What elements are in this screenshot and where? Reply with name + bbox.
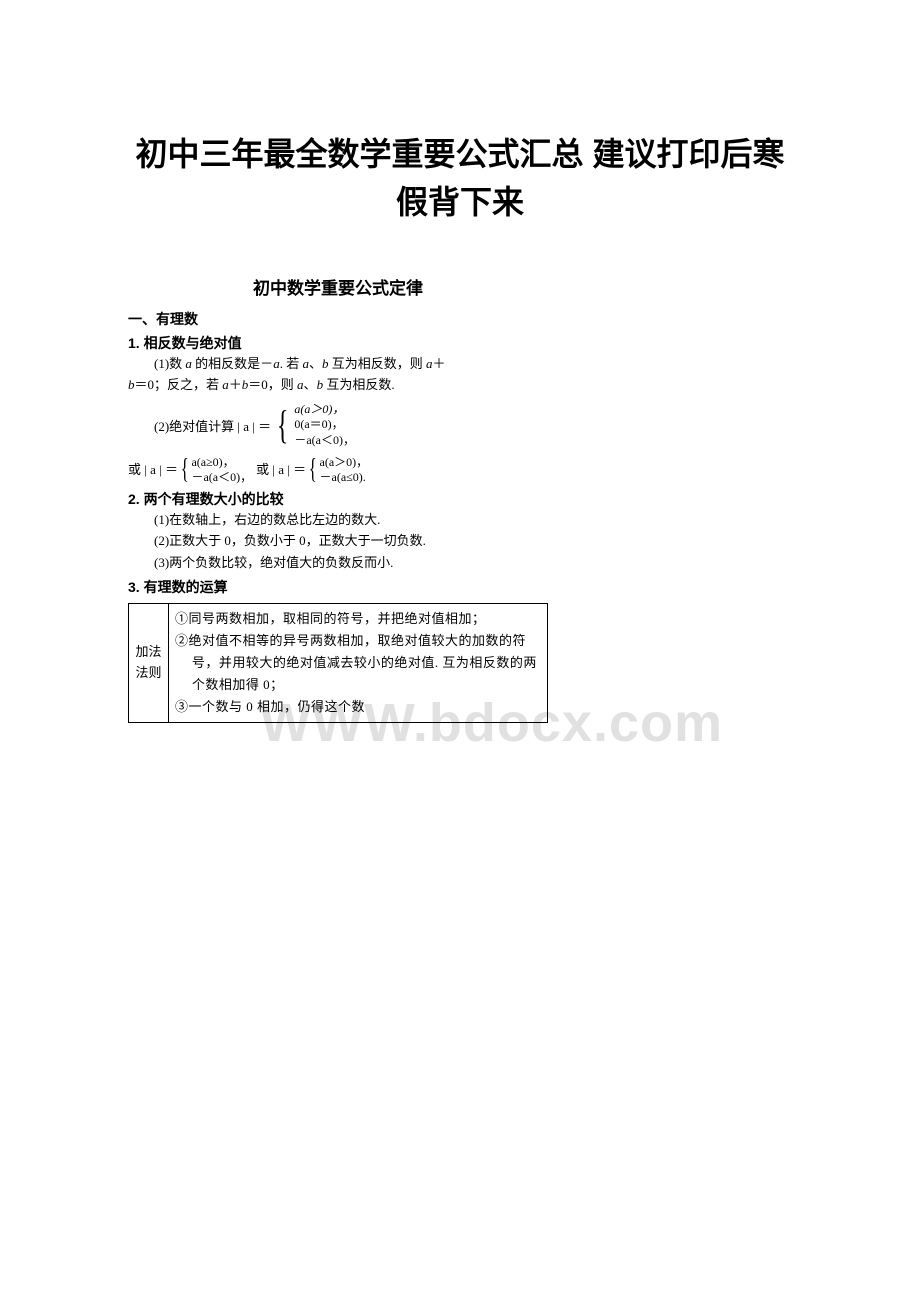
or1-prefix: 或 | a | ＝ xyxy=(128,460,178,480)
abs-label: (2)绝对值计算 | a | ＝ xyxy=(154,416,271,435)
opposite-number-line2: b＝0；反之，若 a＋b＝0，则 a、b 互为相反数. xyxy=(128,374,548,395)
case-line: a(a≥0)， xyxy=(191,455,252,470)
rule-3: ③一个数与 0 相加，仍得这个数 xyxy=(175,696,541,718)
sub-heading-1: 1. 相反数与绝对值 xyxy=(128,333,548,353)
addition-rules-table: 加法 法则 ①同号两数相加，取相同的符号，并把绝对值相加； ②绝对值不相等的异号… xyxy=(128,603,548,723)
rule-2: ②绝对值不相等的异号两数相加，取绝对值较大的加数的符号，并用较大的绝对值减去较小… xyxy=(175,630,541,696)
page-title: 初中三年最全数学重要公式汇总 建议打印后寒 假背下来 xyxy=(0,0,920,226)
sub-heading-2: 2. 两个有理数大小的比较 xyxy=(128,489,548,509)
compare-rule-3: (3)两个负数比较，绝对值大的负数反而小. xyxy=(128,552,548,573)
text-frag: ＝0；反之，若 xyxy=(135,377,223,392)
case-line: a(a＞0)， xyxy=(320,455,369,470)
rule-1: ①同号两数相加，取相同的符号，并把绝对值相加； xyxy=(175,608,541,630)
abs-formula-main: (2)绝对值计算 | a | ＝ { a(a＞0)， 0(a＝0)， －a(a＜… xyxy=(154,402,548,449)
opposite-number-line1: (1)数 a 的相反数是－a. 若 a、b 互为相反数，则 a＋ xyxy=(128,353,548,374)
text-frag: 、 xyxy=(304,377,317,392)
text-frag: 的相反数是－ xyxy=(192,356,273,371)
or2-mid: 或 | a | ＝ xyxy=(256,460,306,480)
case-line: －a(a＜0)， xyxy=(191,470,252,485)
cases-2a: a(a≥0)， －a(a＜0)， xyxy=(191,455,252,485)
doc-title: 初中数学重要公式定律 xyxy=(128,274,548,299)
text-frag: ＋ xyxy=(432,356,445,371)
table-row: 加法 法则 ①同号两数相加，取相同的符号，并把绝对值相加； ②绝对值不相等的异号… xyxy=(129,603,548,722)
compare-rule-1: (1)在数轴上，右边的数总比左边的数大. xyxy=(128,509,548,530)
text-frag: 互为相反数. xyxy=(323,377,395,392)
case1: a(a＞0)， xyxy=(294,402,344,416)
case-line: 0(a＝0)， xyxy=(294,417,355,433)
left-brace-icon: { xyxy=(277,405,289,445)
text-frag: 互为相反数，则 xyxy=(328,356,426,371)
table-content-cell: ①同号两数相加，取相同的符号，并把绝对值相加； ②绝对值不相等的异号两数相加，取… xyxy=(169,603,548,722)
left-brace-icon: { xyxy=(309,456,317,484)
text-frag: ＝0，则 xyxy=(248,377,297,392)
case2: 0(a＝0)， xyxy=(294,417,343,431)
text-frag: . 若 xyxy=(280,356,303,371)
table-label-cell: 加法 法则 xyxy=(129,603,169,722)
abs-formula-alt: 或 | a | ＝ { a(a≥0)， －a(a＜0)， 或 | a | ＝ {… xyxy=(128,455,548,485)
case-line: －a(a＜0)， xyxy=(294,433,355,449)
document-content: 初中数学重要公式定律 一、有理数 1. 相反数与绝对值 (1)数 a 的相反数是… xyxy=(128,274,548,723)
case-line: a(a＞0)， xyxy=(294,402,355,418)
sub-heading-3: 3. 有理数的运算 xyxy=(128,577,548,597)
page-title-line1: 初中三年最全数学重要公式汇总 建议打印后寒 xyxy=(136,136,785,172)
case3: －a(a＜0)， xyxy=(294,433,355,447)
label-line2: 法则 xyxy=(135,665,161,680)
page-title-line2: 假背下来 xyxy=(396,184,524,220)
label-line1: 加法 xyxy=(135,644,161,659)
text-frag: (1)数 xyxy=(154,356,185,371)
brace-group: { a(a＞0)， 0(a＝0)， －a(a＜0)， xyxy=(271,402,355,449)
text-frag: 、 xyxy=(309,356,322,371)
case-line: －a(a≤0). xyxy=(320,470,369,485)
cases-3: a(a＞0)， 0(a＝0)， －a(a＜0)， xyxy=(294,402,355,449)
cases-2b: a(a＞0)， －a(a≤0). xyxy=(320,455,369,485)
compare-rule-2: (2)正数大于 0，负数小于 0，正数大于一切负数. xyxy=(128,530,548,551)
section-heading-1: 一、有理数 xyxy=(128,309,548,329)
left-brace-icon: { xyxy=(181,456,189,484)
text-frag: ＋ xyxy=(229,377,242,392)
